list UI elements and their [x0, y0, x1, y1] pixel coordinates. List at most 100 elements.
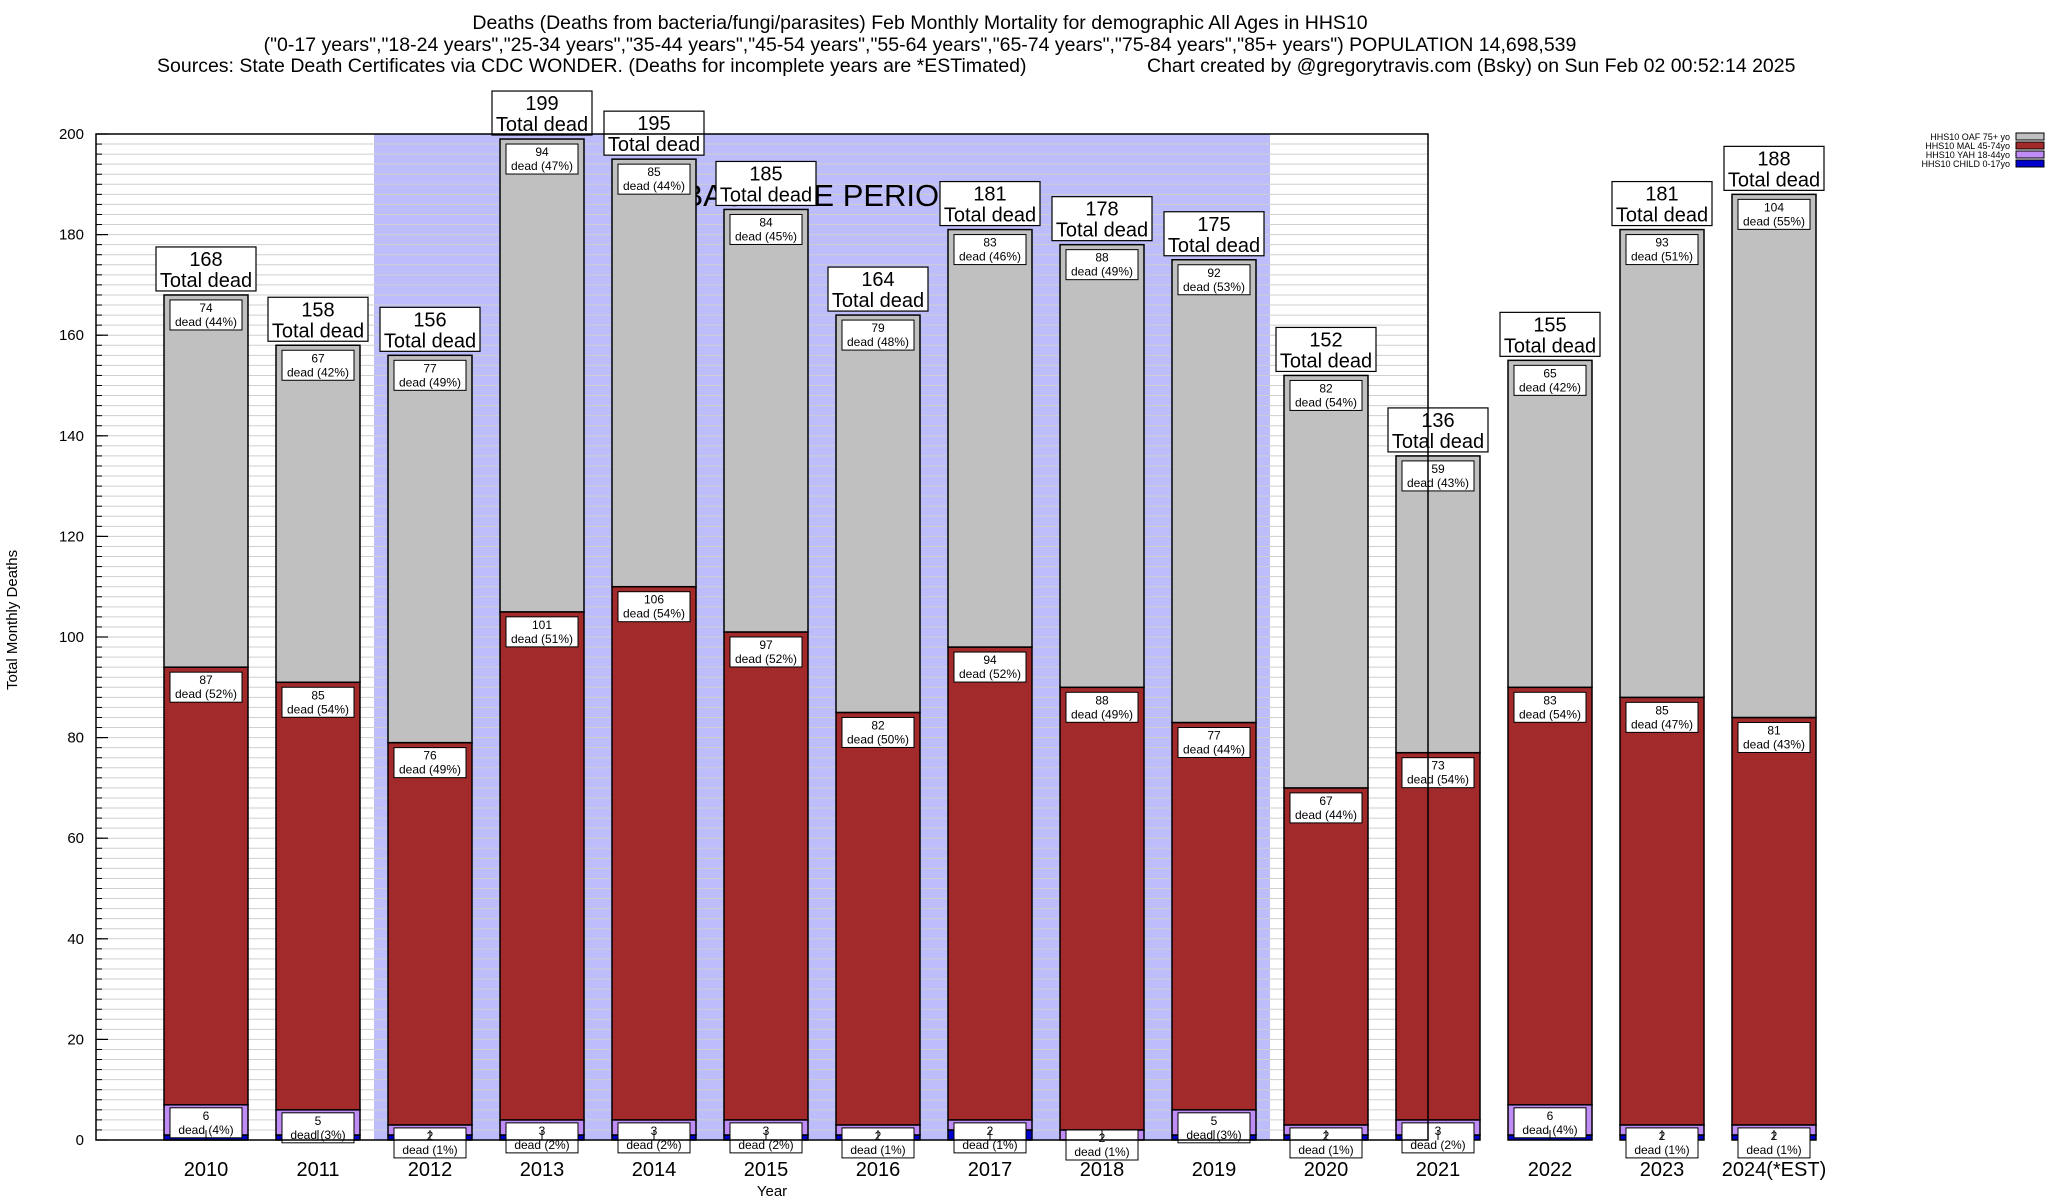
segment-percent-label: dead (1%)	[962, 1138, 1017, 1152]
total-value-label: 188	[1757, 148, 1790, 170]
segment-value-label: 81	[1767, 723, 1781, 737]
total-label-box	[939, 180, 1041, 227]
legend-entry-label: HHS10 YAH 18-44yo	[1926, 150, 2010, 160]
total-label-box	[491, 90, 593, 136]
bar-segment	[947, 646, 1033, 1121]
y-tick-label: 120	[59, 528, 84, 545]
segment-percent-label: dead (54%)	[1519, 707, 1581, 721]
total-value-label: 185	[749, 163, 782, 185]
y-tick-label: 20	[67, 1031, 84, 1048]
x-tick-label: 2021	[1416, 1159, 1461, 1181]
segment-label-box	[1513, 364, 1587, 396]
total-label-box	[1387, 407, 1489, 453]
total-value-label: 152	[1309, 329, 1342, 351]
y-tick-label: 100	[59, 629, 84, 646]
total-dead-label: Total dead	[1616, 205, 1708, 227]
bar-segment	[1059, 243, 1145, 689]
segment-percent-label: dead (54%)	[287, 702, 349, 716]
segment-percent-label: dead (52%)	[735, 652, 797, 666]
bar-segment	[1395, 455, 1481, 754]
y-tick-label: 60	[67, 830, 84, 847]
bar-segment	[723, 631, 809, 1121]
y-tick-label: 160	[59, 327, 84, 344]
total-dead-label: Total dead	[496, 114, 588, 136]
legend-swatch	[2015, 141, 2045, 150]
segment-percent-label: dead (4%)	[178, 1123, 233, 1137]
segment-percent-label: dead (2%)	[514, 1138, 569, 1152]
segment-label-box	[281, 349, 355, 381]
segment-percent-label: dead (44%)	[623, 179, 685, 193]
bar-segment	[835, 314, 921, 714]
segment-percent-label: dead (49%)	[399, 375, 461, 389]
y-axis-label: Total Monthly Deaths	[4, 549, 21, 690]
segment-percent-label: dead (1%)	[1298, 1143, 1353, 1157]
segment-value-label: 84	[759, 215, 773, 229]
legend-entry-label: HHS10 OAF 75+ yo	[1930, 132, 2010, 142]
legend-entry-label: HHS10 CHILD 0-17yo	[1921, 159, 2010, 169]
total-dead-label: Total dead	[1392, 431, 1484, 453]
segment-percent-label: dead (51%)	[1631, 250, 1693, 264]
segment-percent-label: dead (44%)	[1295, 808, 1357, 822]
segment-percent-label: dead (1%)	[1746, 1143, 1801, 1157]
segment-value-label: 6	[1547, 1109, 1554, 1123]
segment-value-label: 92	[1207, 266, 1221, 280]
legend-swatch	[2015, 132, 2045, 141]
segment-value-label: 59	[1431, 462, 1445, 476]
total-dead-label: Total dead	[1728, 169, 1820, 191]
segment-label-box	[1737, 721, 1811, 753]
total-value-label: 168	[189, 249, 222, 271]
bar-segment	[723, 208, 809, 633]
total-value-label: 136	[1421, 410, 1454, 432]
bar-segment	[611, 585, 697, 1121]
segment-percent-label: dead (54%)	[1295, 395, 1357, 409]
total-dead-label: Total dead	[832, 290, 924, 312]
bar-segment	[1619, 696, 1705, 1126]
segment-value-label: 5	[315, 1114, 322, 1128]
sources-note: Sources: State Death Certificates via CD…	[157, 55, 1027, 77]
segment-percent-label: dead (46%)	[959, 250, 1021, 264]
segment-label-box	[841, 716, 915, 748]
x-tick-label: 2013	[520, 1159, 565, 1181]
total-label-box	[827, 266, 929, 312]
x-tick-label: 2014	[632, 1159, 677, 1181]
segment-percent-label: dead (49%)	[399, 763, 461, 777]
segment-label-box	[1289, 379, 1363, 411]
segment-percent-label: dead (49%)	[1071, 265, 1133, 279]
x-tick-label: 2020	[1304, 1159, 1349, 1181]
segment-percent-label: dead (53%)	[1183, 280, 1245, 294]
total-dead-label: Total dead	[1504, 335, 1596, 357]
total-value-label: 164	[861, 269, 894, 291]
segment-value-label: 67	[311, 351, 325, 365]
segment-percent-label: dead (2%)	[626, 1138, 681, 1152]
segment-value-label: 106	[644, 593, 664, 607]
total-dead-label: Total dead	[608, 134, 700, 156]
segment-label-box	[1065, 249, 1139, 281]
total-label-box	[1723, 145, 1825, 191]
total-dead-label: Total dead	[1168, 235, 1260, 257]
segment-label-box	[281, 686, 355, 718]
segment-label-box	[505, 1122, 579, 1154]
x-axis-label: Year	[757, 1183, 787, 1200]
total-value-label: 181	[973, 184, 1006, 206]
segment-percent-label: dead (50%)	[847, 732, 909, 746]
legend-swatch	[2015, 159, 2045, 168]
bar-segment	[275, 681, 361, 1111]
total-dead-label: Total dead	[720, 184, 812, 206]
segment-value-label: 93	[1655, 236, 1669, 250]
segment-value-label: 88	[1095, 251, 1109, 265]
segment-percent-label: dead (42%)	[287, 365, 349, 379]
total-label-box	[1163, 211, 1265, 257]
segment-percent-label: dead (1%)	[402, 1143, 457, 1157]
segment-value-label: 85	[647, 165, 661, 179]
legend-entry-label: HHS10 MAL 45-74yo	[1925, 141, 2010, 151]
segment-label-box	[169, 671, 243, 703]
